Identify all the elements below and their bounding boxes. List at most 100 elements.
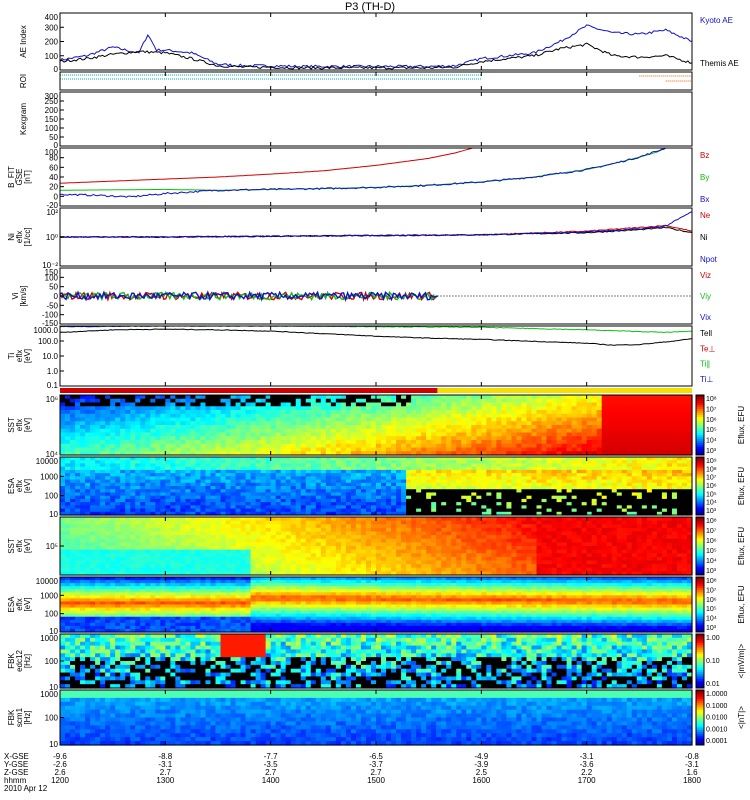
spec-cell: [210, 511, 217, 516]
spec-cell: [651, 482, 658, 487]
spec-cell: [250, 451, 257, 456]
spec-cell: [646, 398, 653, 404]
spec-cell: [265, 466, 272, 471]
spec-cell: [250, 421, 257, 426]
spec-cell: [556, 466, 563, 471]
colorbar-cell: [696, 415, 704, 418]
spec-cell: [566, 489, 573, 494]
spec-cell: [150, 517, 156, 522]
spec-cell: [546, 436, 553, 441]
spec-cell: [436, 498, 442, 503]
spec-cell: [190, 479, 197, 484]
spec-cell: [90, 398, 96, 404]
spec-cell: [386, 482, 392, 487]
spec-cell: [396, 460, 402, 465]
spec-cell: [376, 432, 382, 437]
spec-cell: [381, 479, 387, 484]
spec-cell: [315, 476, 322, 481]
spec-cell: [165, 476, 171, 481]
spec-cell: [541, 421, 548, 426]
spec-cell: [175, 505, 181, 510]
spec-cell: [661, 498, 668, 503]
spec-cell: [65, 402, 71, 407]
spec-cell: [155, 447, 161, 452]
spec-cell: [661, 395, 668, 400]
spec-cell: [461, 425, 467, 430]
spec-cell: [626, 492, 633, 497]
spec-cell: [491, 421, 497, 426]
spec-cell: [180, 486, 186, 490]
spec-cell: [310, 447, 317, 452]
spec-cell: [320, 406, 327, 411]
spec-cell: [155, 451, 161, 456]
spec-cell: [411, 511, 417, 516]
spec-cell: [230, 428, 237, 434]
spec-cell: [636, 482, 643, 487]
spec-cell: [396, 508, 402, 513]
spec-cell: [60, 546, 66, 551]
spec-cell: [75, 463, 81, 468]
spec-cell: [195, 489, 202, 494]
spec-cell: [616, 443, 623, 449]
spec-cell: [476, 451, 482, 456]
spec-cell: [431, 428, 437, 434]
spec-cell: [486, 451, 492, 456]
spec-cell: [220, 479, 227, 484]
spec-cell: [551, 398, 558, 404]
spec-cell: [145, 476, 151, 481]
spec-cell: [265, 447, 272, 452]
spec-cell: [436, 502, 442, 506]
spec-cell: [65, 440, 71, 445]
spec-cell: [65, 505, 71, 510]
spec-cell: [496, 486, 502, 490]
spec-cell: [441, 417, 447, 422]
spec-cell: [340, 502, 347, 506]
spec-cell: [466, 460, 472, 465]
spec-cell: [260, 469, 267, 474]
spec-cell: [370, 410, 377, 415]
spec-cell: [441, 443, 447, 449]
spec-cell: [220, 440, 227, 445]
spec-cell: [250, 398, 257, 404]
spec-cell: [135, 524, 141, 529]
spec-cell: [330, 498, 337, 503]
spec-cell: [631, 466, 638, 471]
spec-cell: [110, 556, 116, 562]
spec-cell: [300, 460, 307, 465]
spec-cell: [215, 473, 222, 477]
spec-cell: [120, 517, 126, 522]
spec-cell: [551, 511, 558, 516]
spec-cell: [270, 466, 277, 471]
spec-cell: [160, 395, 166, 400]
spec-cell: [280, 440, 287, 445]
spec-cell: [426, 473, 432, 477]
spec-cell: [335, 486, 342, 490]
spec-cell: [225, 482, 232, 487]
spec-cell: [631, 443, 638, 449]
spec-cell: [381, 495, 387, 500]
spec-cell: [521, 410, 528, 415]
spec-cell: [325, 460, 332, 465]
spec-cell: [320, 492, 327, 497]
spec-cell: [240, 479, 247, 484]
spec-cell: [360, 402, 367, 407]
spec-cell: [120, 495, 126, 500]
spec-cell: [300, 495, 307, 500]
spec-cell: [431, 476, 437, 481]
spec-cell: [135, 436, 141, 441]
spec-cell: [546, 410, 553, 415]
spec-cell: [215, 395, 222, 400]
spec-cell: [626, 482, 633, 487]
spec-cell: [125, 495, 131, 500]
spec-cell: [406, 417, 412, 422]
spec-cell: [310, 436, 317, 441]
spec-cell: [210, 421, 217, 426]
spec-cell: [265, 398, 272, 404]
spec-cell: [496, 492, 502, 497]
spec-cell: [541, 460, 548, 465]
spec-cell: [681, 421, 688, 426]
spec-cell: [135, 463, 141, 468]
spec-cell: [345, 489, 352, 494]
spec-cell: [145, 511, 151, 516]
spec-cell: [576, 466, 583, 471]
